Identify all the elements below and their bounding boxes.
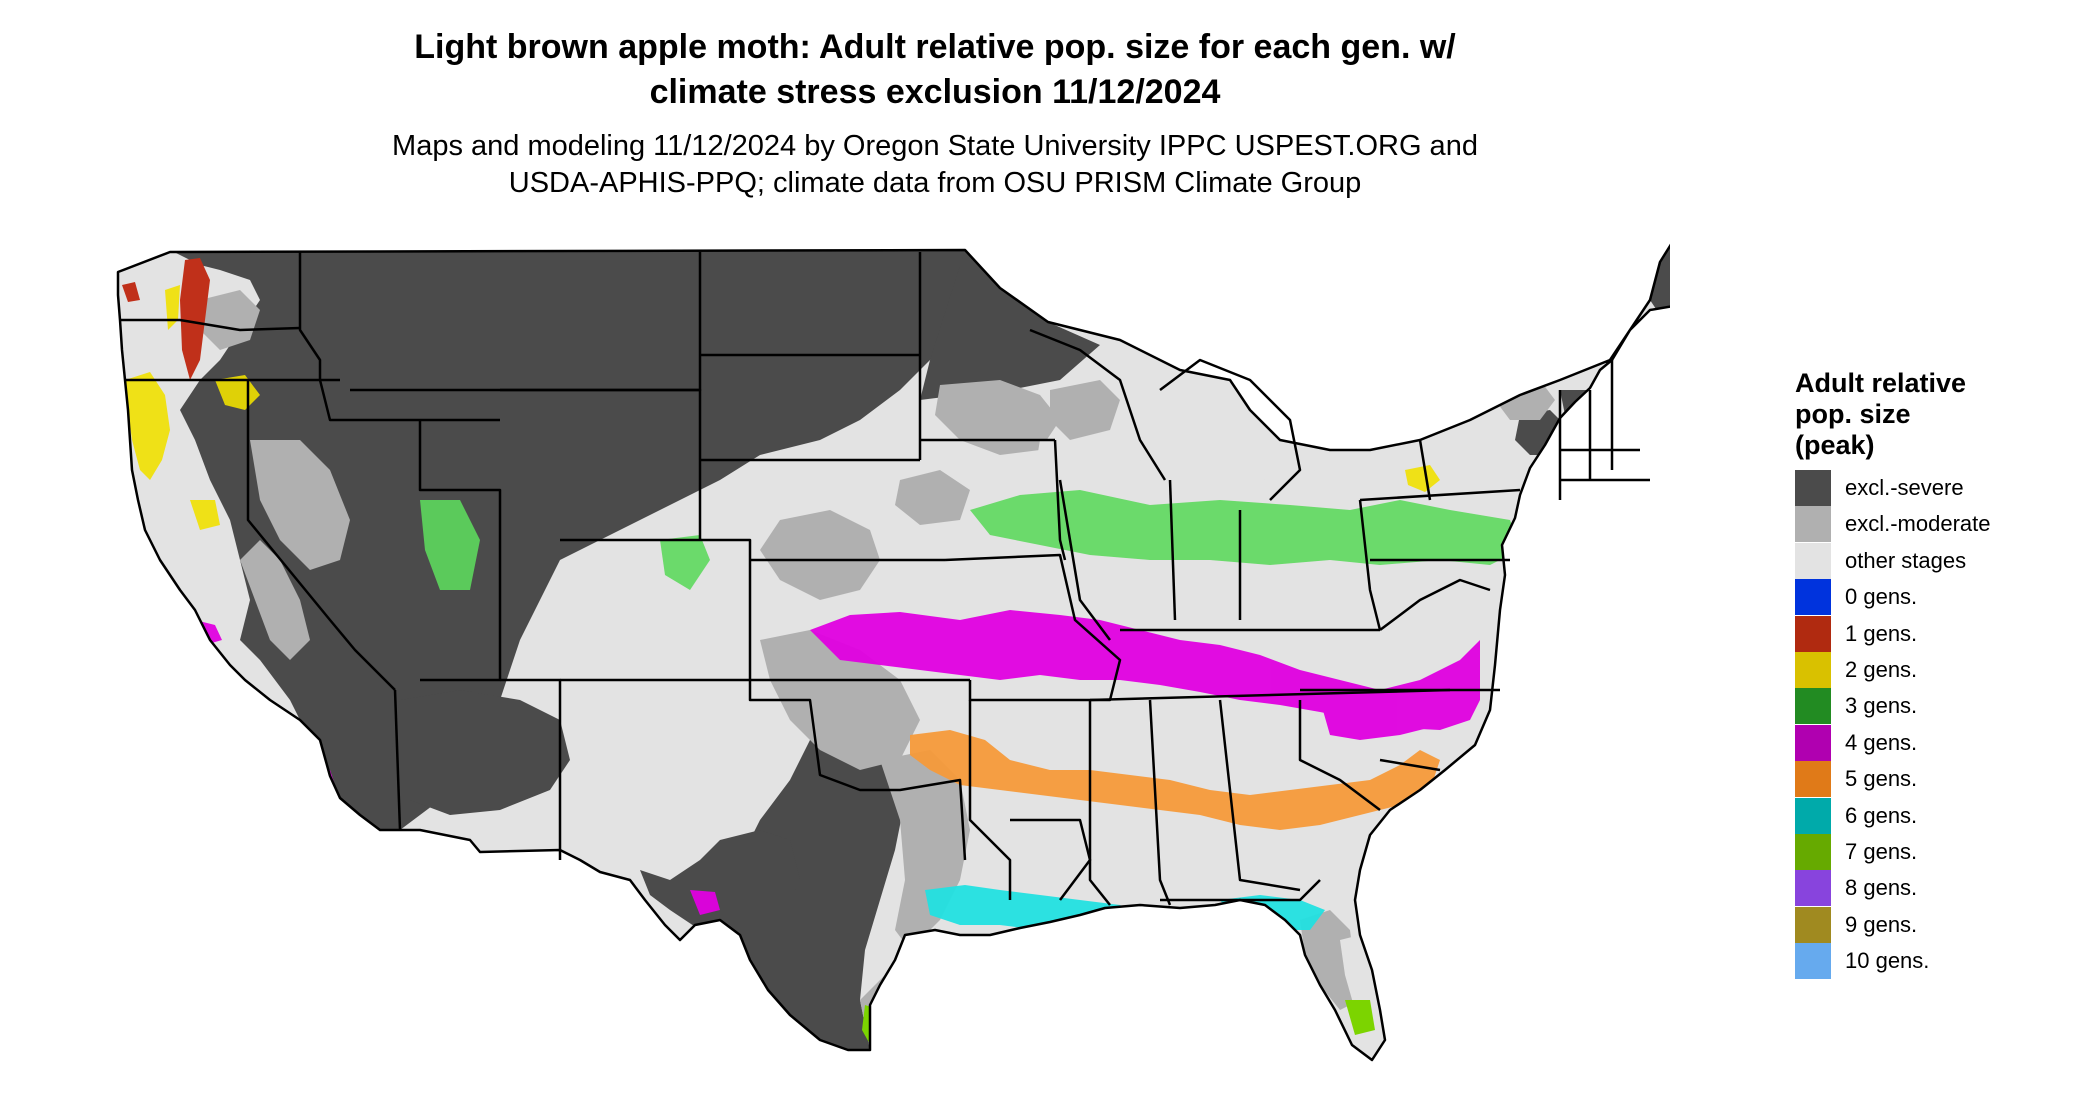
gen-8-zones [1300, 1082, 1345, 1098]
legend-label: 10 gens. [1845, 948, 1930, 974]
legend-label: 4 gens. [1845, 729, 1918, 755]
legend-label: excl.-severe [1845, 475, 1964, 500]
us-map [116, 240, 1670, 1098]
legend-label: 5 gens. [1845, 766, 1918, 792]
map-title-line-1: Light brown apple moth: Adult relative p… [414, 28, 1456, 66]
legend-label: 7 gens. [1845, 838, 1918, 864]
legend-label: 6 gens. [1845, 802, 1918, 828]
legend-label: 3 gens. [1845, 693, 1918, 719]
legend-swatch [1795, 833, 1831, 870]
gen-3-zones [420, 490, 1520, 590]
legend-swatch [1795, 761, 1831, 798]
legend-swatch [1795, 651, 1831, 688]
legend-swatch [1795, 724, 1831, 761]
map-subtitle-line-2: USDA-APHIS-PPQ; climate data from OSU PR… [508, 167, 1362, 199]
legend-swatch [1795, 906, 1831, 943]
state-borders [116, 240, 1670, 1062]
legend-title-line-3: (peak) [1795, 430, 1875, 460]
gen-1-zones [122, 258, 210, 380]
legend-label: 9 gens. [1845, 911, 1918, 937]
legend-swatch [1795, 579, 1831, 616]
legend-label: 1 gens. [1845, 620, 1918, 646]
gen-5-zones [910, 730, 1440, 830]
legend-label: other stages [1845, 547, 1967, 573]
legend-swatch [1795, 470, 1831, 506]
legend-swatch [1795, 870, 1831, 907]
legend-swatch [1795, 506, 1831, 543]
map-title-line-2: climate stress exclusion 11/12/2024 [649, 73, 1221, 111]
legend-label: excl.-moderate [1845, 511, 1991, 537]
legend-label: 8 gens. [1845, 875, 1918, 901]
map-subtitle-line-1: Maps and modeling 11/12/2024 by Oregon S… [392, 130, 1478, 162]
legend-swatch [1795, 615, 1831, 652]
legend-swatch [1795, 797, 1831, 834]
legend-swatch [1795, 688, 1831, 725]
legend-title-line-1: Adult relative [1795, 368, 1967, 398]
legend-swatch [1795, 943, 1831, 980]
gen-7-zones [862, 1000, 1375, 1048]
legend-label: 2 gens. [1845, 656, 1918, 682]
legend-label: 0 gens. [1845, 584, 1918, 610]
legend-title-line-2: pop. size [1795, 399, 1911, 429]
legend-swatch [1795, 542, 1831, 579]
